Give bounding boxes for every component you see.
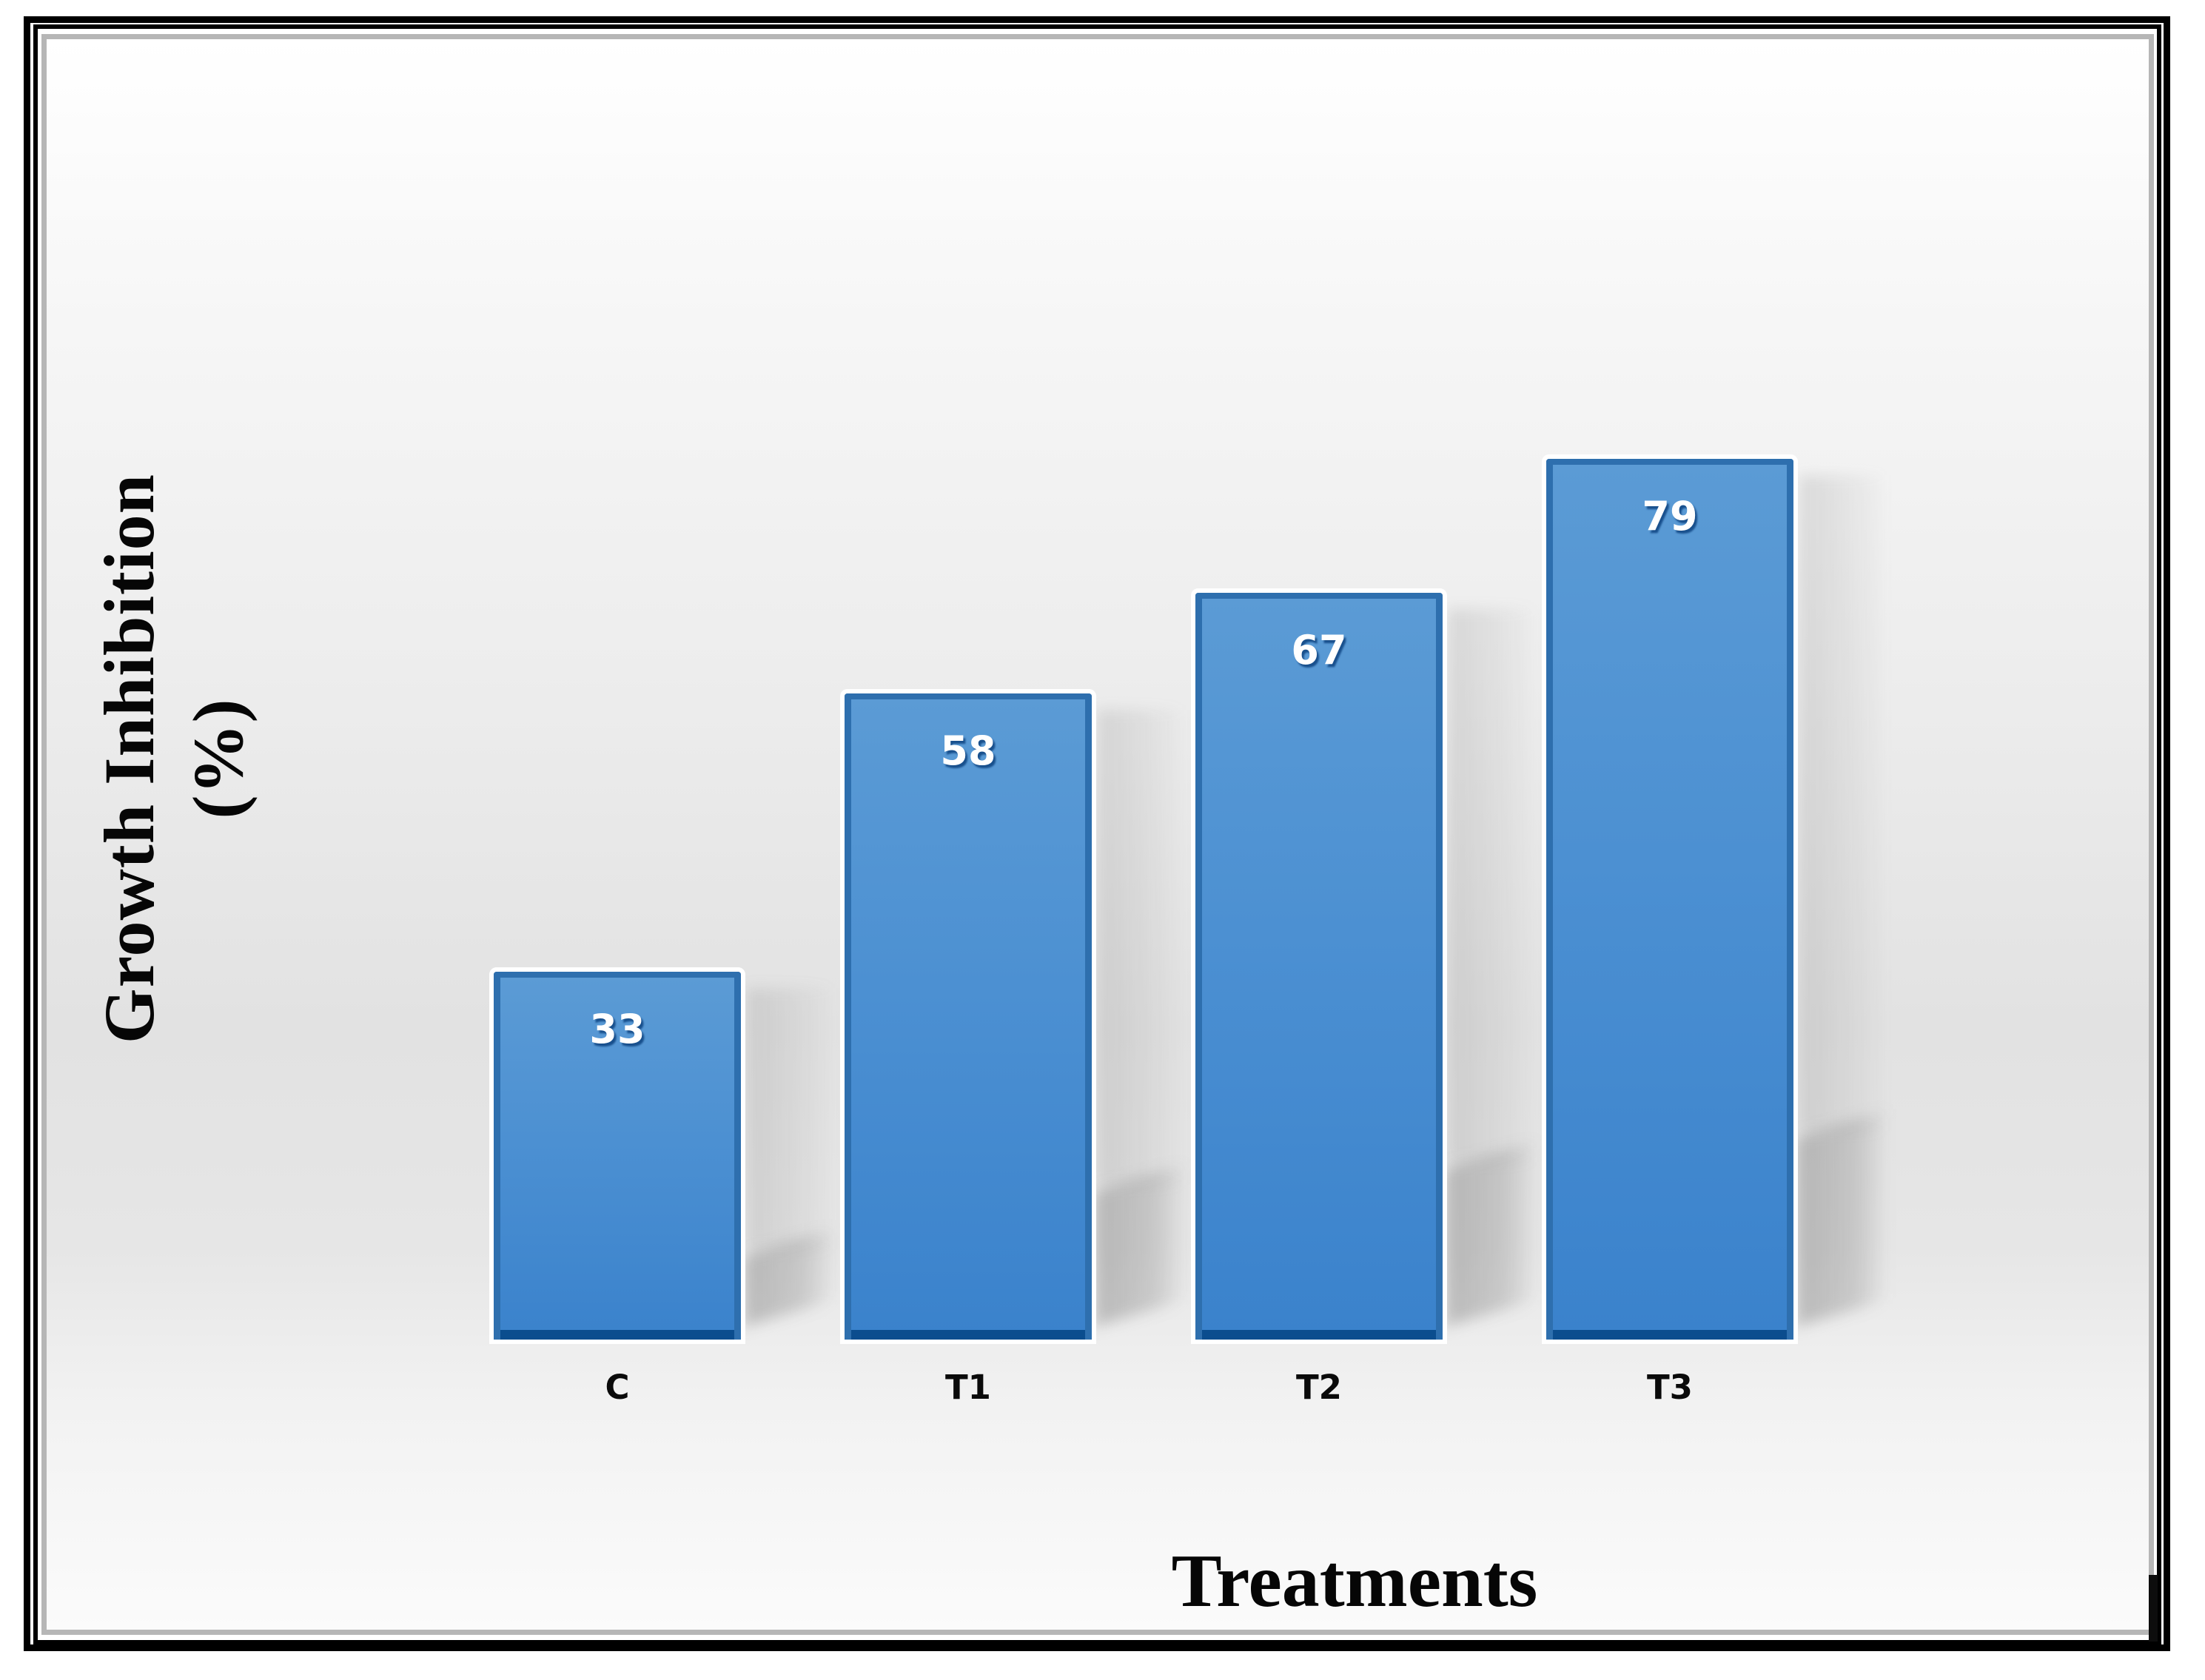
x-axis-title: Treatments (1171, 1539, 1538, 1623)
bar-value-label: 58 (940, 728, 996, 774)
bar-bottom-edge (1202, 1330, 1436, 1340)
bar-bottom-edge (500, 1330, 734, 1340)
bar-T2: 67 (1195, 593, 1443, 1340)
bar-C: 33 (494, 972, 741, 1340)
x-tick-label-T2: T2 (1295, 1368, 1342, 1407)
bar-value-label: 67 (1291, 627, 1347, 673)
bar-shadow-band (1449, 609, 1531, 1162)
bar-shadow-flare (1095, 1166, 1183, 1326)
frame-corner-notch (2149, 1575, 2158, 1642)
frame-inner-gray-border (41, 34, 2154, 1635)
chart-plot-background (47, 39, 2149, 1630)
bar-bottom-edge (851, 1330, 1085, 1340)
bar-shadow-flare (1446, 1143, 1534, 1326)
bar-shadow-band (1098, 710, 1181, 1185)
bar-value-label: 79 (1642, 493, 1698, 540)
frame-mid-border (33, 24, 2161, 1644)
bar-shadow-band (1799, 475, 1882, 1131)
bar-bottom-edge (1553, 1330, 1787, 1340)
y-axis-title: Growth Inhibition (%) (90, 473, 258, 1044)
x-tick-label-T3: T3 (1646, 1368, 1693, 1407)
bar-T3: 79 (1546, 459, 1793, 1340)
bar-value-label: 33 (589, 1006, 645, 1052)
bar-T1: 58 (845, 693, 1092, 1340)
frame-outer-border (24, 16, 2170, 1651)
x-tick-label-T1: T1 (944, 1368, 991, 1407)
x-tick-label-C: C (605, 1368, 630, 1407)
bar-shadow-band (747, 988, 830, 1249)
bar-shadow-flare (1797, 1112, 1885, 1326)
